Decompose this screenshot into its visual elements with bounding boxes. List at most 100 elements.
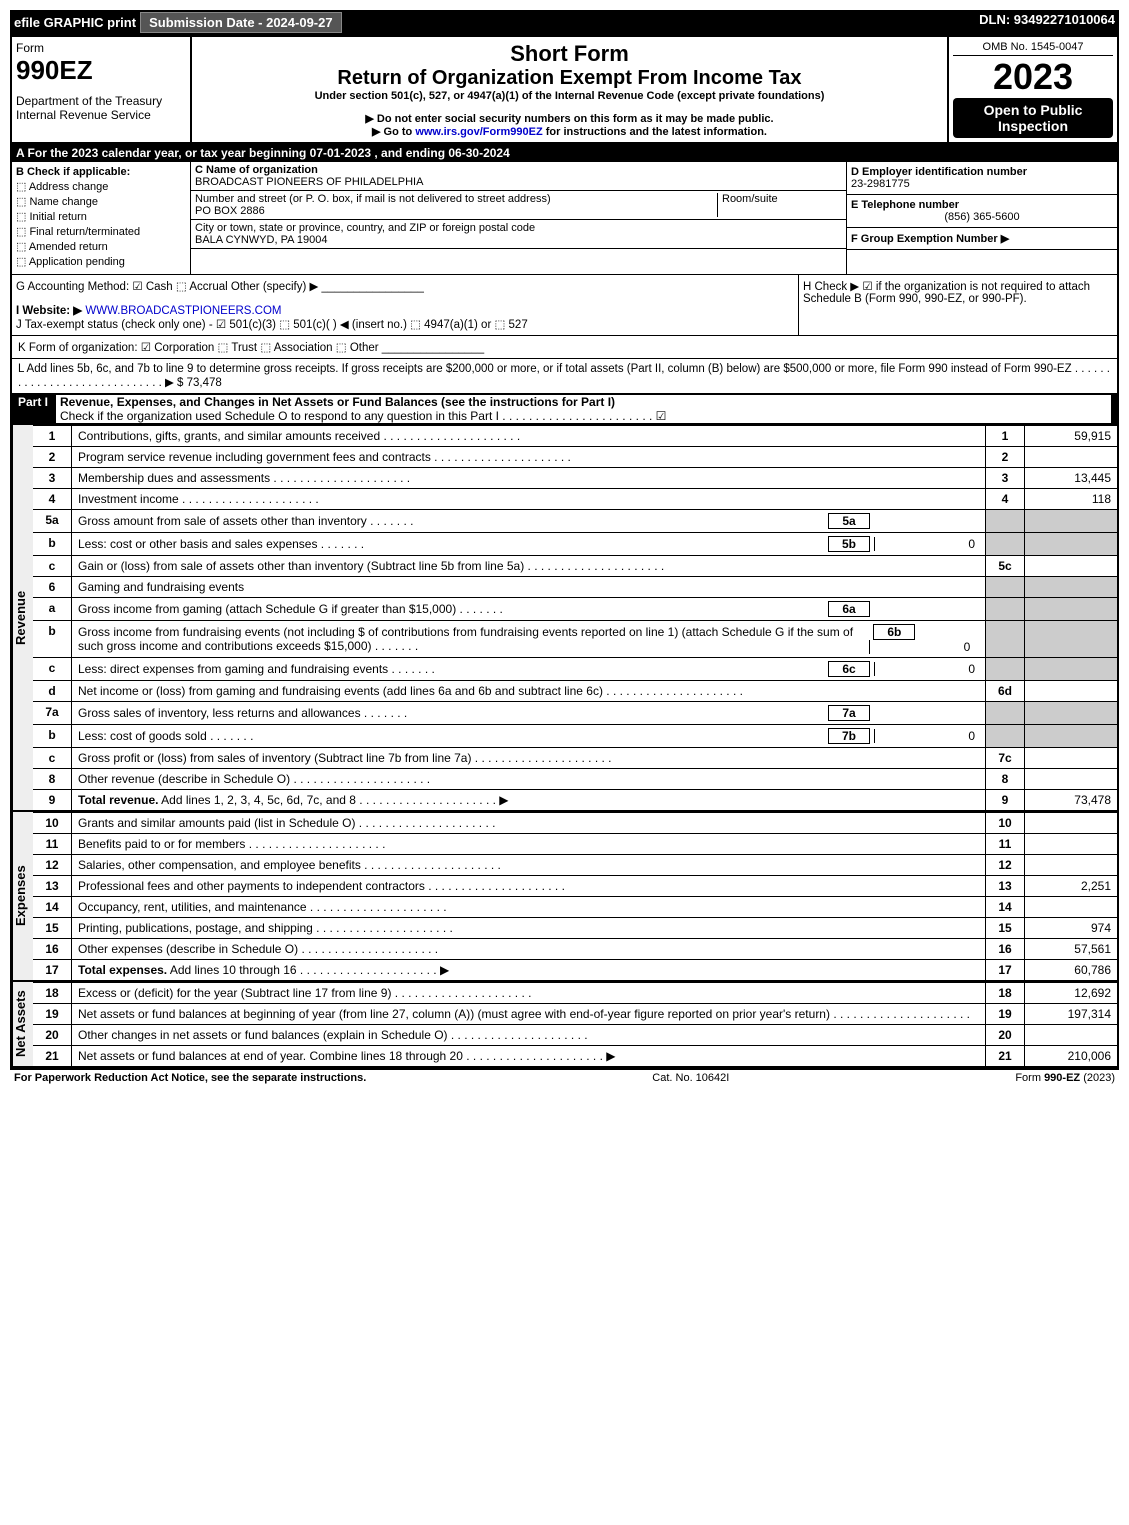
line-amount [1024, 577, 1117, 597]
room-suite-label: Room/suite [717, 193, 842, 217]
line-amount: 974 [1024, 918, 1117, 938]
line-number: 11 [33, 834, 72, 854]
check-name-change[interactable]: Name change [16, 195, 186, 208]
line-3: 3Membership dues and assessments . . . .… [33, 467, 1117, 488]
line-number: 8 [33, 769, 72, 789]
box-f-label: F Group Exemption Number ▶ [851, 233, 1009, 245]
line-index: 17 [985, 960, 1024, 980]
line-5a: 5aGross amount from sale of assets other… [33, 509, 1117, 532]
sub-5b: 5b [828, 536, 870, 552]
line-index [985, 658, 1024, 680]
line-index: 13 [985, 876, 1024, 896]
line-b: bGross income from fundraising events (n… [33, 620, 1117, 657]
line-number: 13 [33, 876, 72, 896]
line-desc: Gross sales of inventory, less returns a… [72, 702, 985, 724]
line-number: d [33, 681, 72, 701]
part-1-checkbox[interactable]: ☑ [656, 409, 667, 423]
line-index: 9 [985, 790, 1024, 810]
line-desc: Gross income from gaming (attach Schedul… [72, 598, 985, 620]
box-a: A For the 2023 calendar year, or tax yea… [12, 144, 1117, 162]
line-number: 2 [33, 447, 72, 467]
line-14: 14Occupancy, rent, utilities, and mainte… [33, 896, 1117, 917]
line-desc: Less: direct expenses from gaming and fu… [72, 658, 985, 680]
box-g: G Accounting Method: ☑ Cash ⬚ Accrual Ot… [16, 279, 794, 293]
ssn-warning: ▶ Do not enter social security numbers o… [196, 112, 943, 125]
line-desc: Contributions, gifts, grants, and simila… [72, 426, 985, 446]
org-name: BROADCAST PIONEERS OF PHILADELPHIA [195, 176, 423, 188]
line-number: 6 [33, 577, 72, 597]
line-desc: Salaries, other compensation, and employ… [72, 855, 985, 875]
footer: For Paperwork Reduction Act Notice, see … [10, 1068, 1119, 1086]
line-number: 14 [33, 897, 72, 917]
line-amount [1024, 556, 1117, 576]
line-amount: 197,314 [1024, 1004, 1117, 1024]
dept: Department of the Treasury [16, 94, 186, 108]
line-amount [1024, 769, 1117, 789]
line-amount: 57,561 [1024, 939, 1117, 959]
line-number: 15 [33, 918, 72, 938]
line-index: 7c [985, 748, 1024, 768]
website-link[interactable]: WWW.BROADCASTPIONEERS.COM [85, 305, 281, 317]
line-7a: 7aGross sales of inventory, less returns… [33, 701, 1117, 724]
line-amount [1024, 897, 1117, 917]
line-amount [1024, 598, 1117, 620]
expenses-section-label: Expenses [12, 812, 33, 980]
line-amount [1024, 681, 1117, 701]
sub-6c: 6c [828, 661, 870, 677]
line-number: 20 [33, 1025, 72, 1045]
line-index [985, 702, 1024, 724]
line-desc: Excess or (deficit) for the year (Subtra… [72, 983, 985, 1003]
line-15: 15Printing, publications, postage, and s… [33, 917, 1117, 938]
line-amount [1024, 1025, 1117, 1045]
top-bar: efile GRAPHIC print Submission Date - 20… [10, 10, 1119, 35]
part-1-title: Revenue, Expenses, and Changes in Net As… [60, 395, 615, 409]
line-10: 10Grants and similar amounts paid (list … [33, 812, 1117, 833]
check-amended-return[interactable]: Amended return [16, 240, 186, 253]
part-1-check-text: Check if the organization used Schedule … [60, 409, 499, 423]
line-index: 11 [985, 834, 1024, 854]
line-amount [1024, 748, 1117, 768]
line-8: 8Other revenue (describe in Schedule O) … [33, 768, 1117, 789]
line-number: 9 [33, 790, 72, 810]
line-c: cLess: direct expenses from gaming and f… [33, 657, 1117, 680]
line-number: 18 [33, 983, 72, 1003]
open-public-badge: Open to Public Inspection [953, 98, 1113, 138]
form-container: Form 990EZ Department of the Treasury In… [10, 35, 1119, 1068]
line-number: 19 [33, 1004, 72, 1024]
return-title: Return of Organization Exempt From Incom… [196, 67, 943, 90]
line-number: 10 [33, 813, 72, 833]
line-desc: Net assets or fund balances at beginning… [72, 1004, 985, 1024]
check-application-pending[interactable]: Application pending [16, 255, 186, 268]
line-index: 15 [985, 918, 1024, 938]
line-index: 21 [985, 1046, 1024, 1066]
check-address-change[interactable]: Address change [16, 180, 186, 193]
irs-link[interactable]: www.irs.gov/Form990EZ [415, 126, 542, 138]
line-desc: Total revenue. Add lines 1, 2, 3, 4, 5c,… [72, 790, 985, 810]
line-desc: Other revenue (describe in Schedule O) .… [72, 769, 985, 789]
check-final-return[interactable]: Final return/terminated [16, 225, 186, 238]
street-label: Number and street (or P. O. box, if mail… [195, 193, 551, 205]
goto-link[interactable]: ▶ Go to www.irs.gov/Form990EZ for instru… [196, 125, 943, 138]
sub-5a: 5a [828, 513, 870, 529]
part-1-header: Part I Revenue, Expenses, and Changes in… [12, 393, 1117, 425]
line-d: dNet income or (loss) from gaming and fu… [33, 680, 1117, 701]
line-index [985, 510, 1024, 532]
line-desc: Grants and similar amounts paid (list in… [72, 813, 985, 833]
irs: Internal Revenue Service [16, 108, 186, 122]
line-desc: Printing, publications, postage, and shi… [72, 918, 985, 938]
netassets-section-label: Net Assets [12, 982, 33, 1066]
street-value: PO BOX 2886 [195, 205, 265, 217]
form-number: 990EZ [16, 55, 186, 86]
line-index: 18 [985, 983, 1024, 1003]
efile-print-button[interactable]: efile GRAPHIC print [14, 15, 136, 30]
check-initial-return[interactable]: Initial return [16, 210, 186, 223]
line-amount [1024, 725, 1117, 747]
line-desc: Gaming and fundraising events [72, 577, 985, 597]
box-d-label: D Employer identification number [851, 166, 1027, 178]
line-amount: 60,786 [1024, 960, 1117, 980]
line-11: 11Benefits paid to or for members . . . … [33, 833, 1117, 854]
line-index: 6d [985, 681, 1024, 701]
line-index [985, 621, 1024, 657]
line-index: 20 [985, 1025, 1024, 1045]
line-number: b [33, 725, 72, 747]
